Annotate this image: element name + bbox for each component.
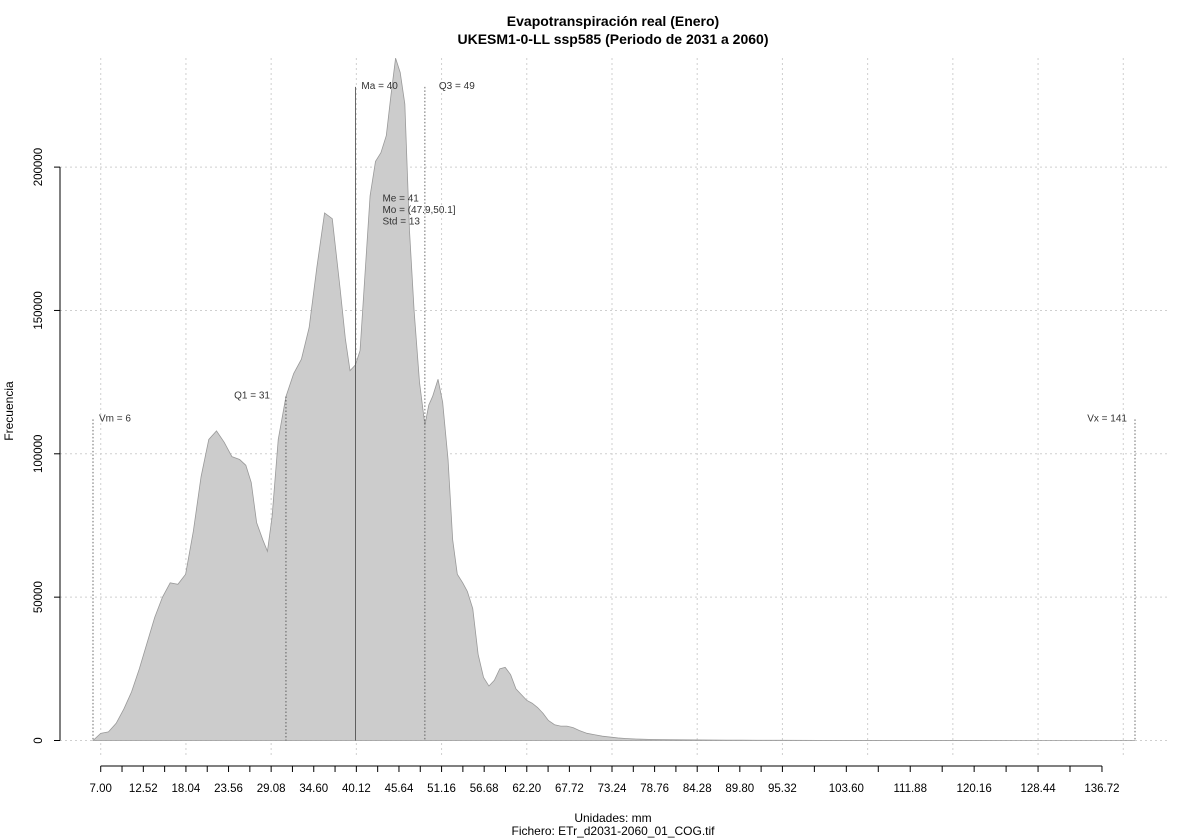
chart-subtitle: UKESM1-0-LL ssp585 (Periodo de 2031 a 20…: [458, 31, 769, 47]
frequency-area-path: [91, 58, 1136, 741]
x-tick-label-14: 84.28: [683, 783, 712, 795]
x-tick-label-1: 12.52: [129, 783, 158, 795]
y-tick-label-3: 150000: [33, 291, 45, 329]
ref-label-2: Ma = 40: [361, 81, 398, 92]
grid-lines: [60, 58, 1170, 758]
x-tick-label-4: 29.08: [257, 783, 286, 795]
x-tick-label-19: 120.16: [957, 783, 992, 795]
x-tick-label-18: 111.88: [894, 783, 927, 795]
x-tick-label-9: 56.68: [470, 783, 499, 795]
reference-lines: Vm = 6 Q1 = 31 Ma = 40 Q3 = 49 Vx = 141: [92, 81, 1136, 741]
x-tick-label-11: 67.72: [555, 783, 584, 795]
x-tick-label-10: 62.20: [512, 783, 541, 795]
y-tick-label-0: 0: [33, 737, 45, 743]
ref-label-4: Vx = 141: [1087, 413, 1127, 424]
x-tick-label-8: 51.16: [427, 783, 456, 795]
x-tick-label-21: 136.72: [1084, 783, 1119, 795]
x-tick-label-2: 18.04: [172, 783, 201, 795]
x-tick-label-20: 128.44: [1020, 783, 1056, 795]
x-axis: 7.00 12.52 18.04 23.56 29.08 34.60 40.12 45.64 5…: [90, 765, 1120, 795]
frequency-area: [91, 58, 1136, 741]
x-tick-label-16: 95.32: [768, 783, 797, 795]
x-tick-label-15: 89.80: [725, 783, 754, 795]
stats-line-0: Me = 41: [382, 194, 419, 205]
x-tick-label-7: 45.64: [385, 783, 414, 795]
y-axis: 0 50000 100000 150000 200000: [33, 148, 61, 744]
y-axis-label: Frecuencia: [2, 381, 16, 441]
x-tick-label-13: 78.76: [640, 783, 669, 795]
ref-label-3: Q3 = 49: [439, 81, 475, 92]
stats-line-1: Mo = (47.9,50.1]: [382, 205, 455, 216]
ref-label-1: Q1 = 31: [234, 390, 270, 401]
chart-title: Evapotranspiración real (Enero): [507, 13, 719, 29]
x-tick-label-17: 103.60: [829, 783, 864, 795]
stats-line-2: Std = 13: [382, 217, 420, 228]
x-tick-label-12: 73.24: [598, 783, 627, 795]
x-axis-label: Unidades: mm: [574, 811, 651, 825]
x-tick-label-0: 7.00: [90, 783, 112, 795]
y-tick-label-2: 100000: [33, 435, 45, 473]
y-tick-label-1: 50000: [33, 581, 45, 613]
ref-label-0: Vm = 6: [99, 413, 131, 424]
file-caption: Fichero: ETr_d2031-2060_01_COG.tif: [512, 824, 716, 838]
y-tick-label-4: 200000: [33, 148, 45, 186]
x-tick-label-3: 23.56: [214, 783, 243, 795]
x-tick-label-5: 34.60: [299, 783, 328, 795]
x-tick-label-6: 40.12: [342, 783, 371, 795]
